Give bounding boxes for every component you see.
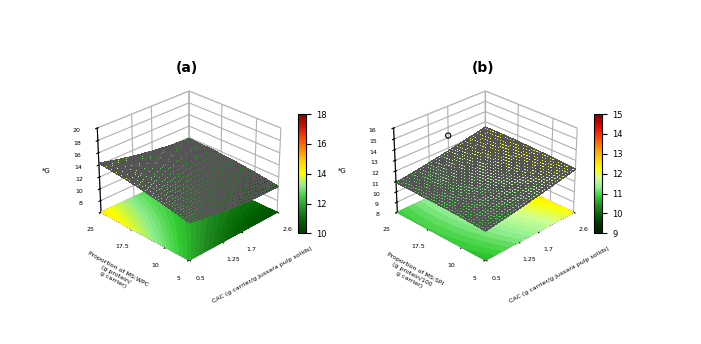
Y-axis label: Proportion of MS:WPC
(g protein/
g carrier): Proportion of MS:WPC (g protein/ g carri… xyxy=(82,251,149,298)
X-axis label: CAC (g carrier/g jussara pulp solids): CAC (g carrier/g jussara pulp solids) xyxy=(212,245,313,303)
Y-axis label: Proportion of MS:SPI
(g protein/100
g carrier): Proportion of MS:SPI (g protein/100 g ca… xyxy=(380,252,444,297)
Title: (a): (a) xyxy=(175,61,198,75)
Title: (b): (b) xyxy=(471,61,494,75)
X-axis label: CAC (g carrier/g jussara pulp solids): CAC (g carrier/g jussara pulp solids) xyxy=(508,245,610,303)
